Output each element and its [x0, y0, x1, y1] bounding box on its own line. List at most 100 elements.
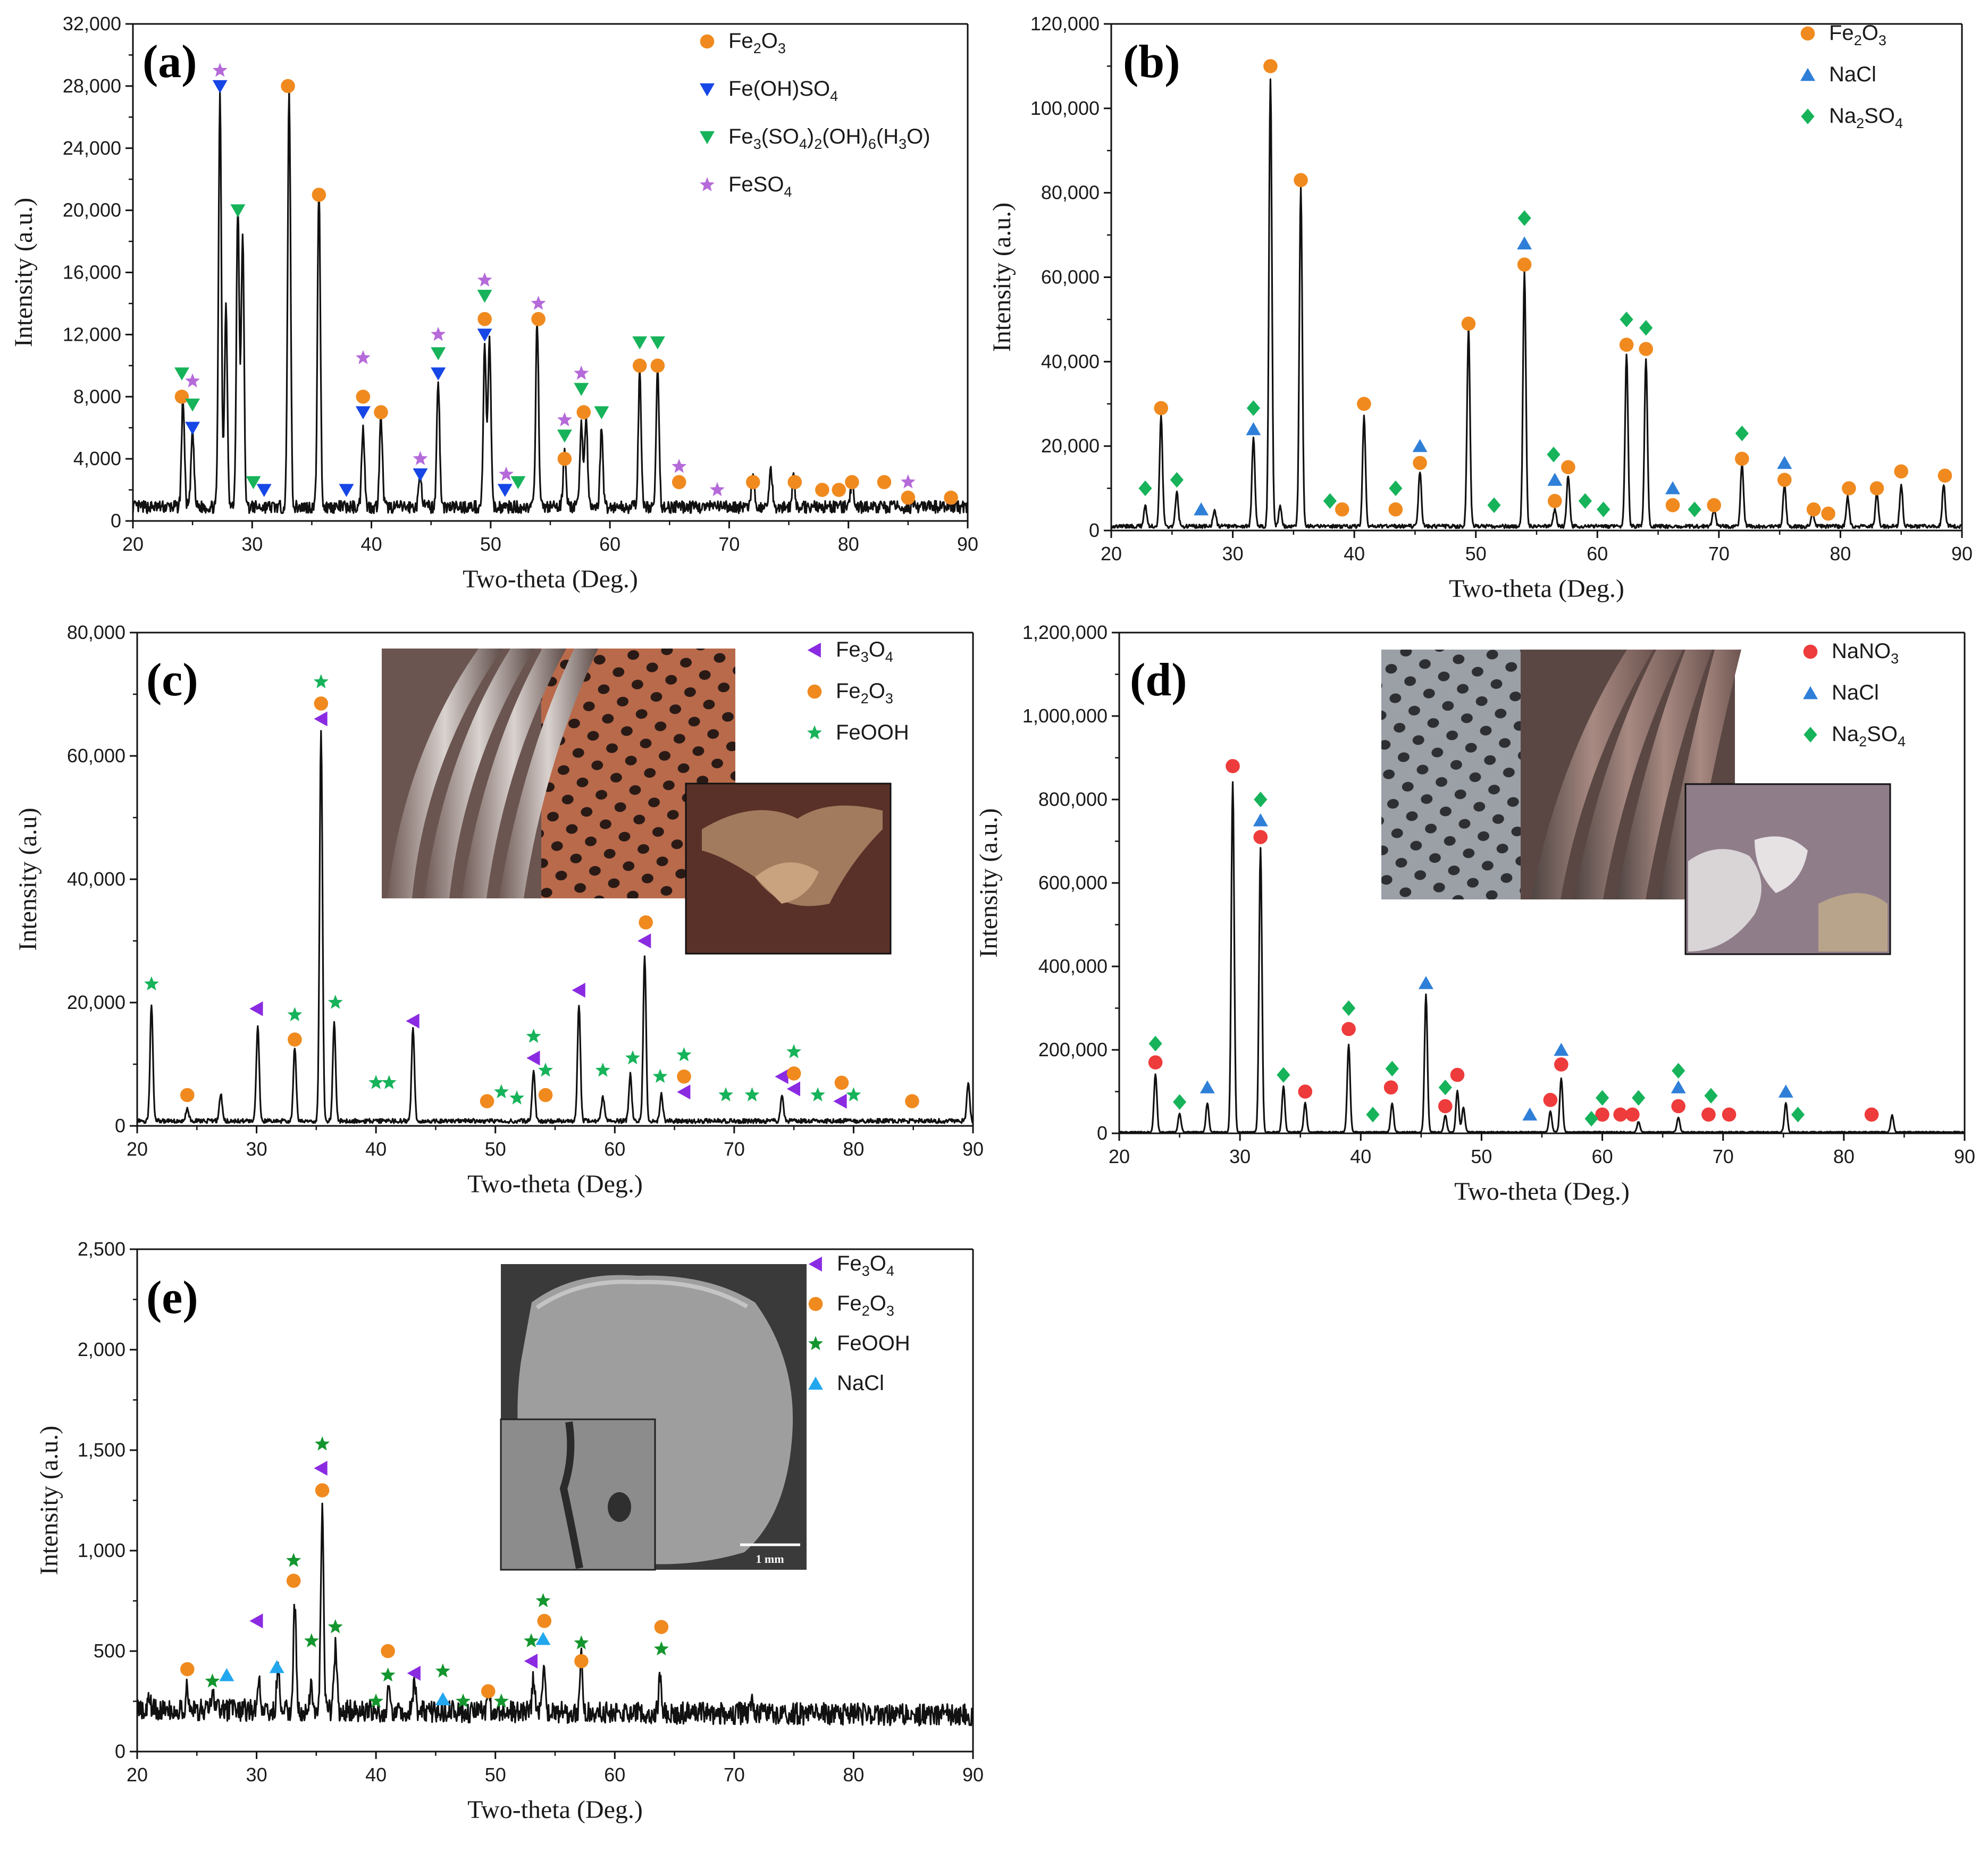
phase-marker-nacl [1522, 1107, 1538, 1121]
phase-marker-fe2o3 [1894, 464, 1909, 479]
x-tick-label: 60 [599, 533, 620, 555]
legend-text: Fe [836, 638, 861, 661]
phase-marker-fe3o4 [407, 1665, 421, 1681]
inset-detail-crystals [1688, 849, 1761, 952]
legend-text: SO [1864, 104, 1895, 128]
phase-marker-nano3 [1438, 1099, 1453, 1114]
phase-marker-na2so4 [1578, 493, 1592, 509]
phase-marker-nacl [269, 1660, 284, 1673]
phase-marker-feso4 [574, 365, 589, 380]
phase-marker-fe2o3 [1263, 59, 1278, 73]
phase-marker-nacl [1777, 456, 1792, 469]
legend-subscript: 2 [861, 691, 869, 706]
phase-marker-feooh [526, 1029, 541, 1043]
y-tick-label: 8,000 [73, 385, 121, 407]
phase-marker-fe2o3 [745, 475, 760, 490]
legend-marker [808, 1336, 823, 1350]
phase-marker-fe2o3 [174, 389, 189, 404]
legend-subscript: 3 [861, 649, 869, 665]
legend-entry: Fe(OH)SO4 [728, 77, 838, 104]
phase-marker-nano3 [1226, 759, 1240, 773]
phase-marker-na2so4 [1639, 320, 1653, 336]
y-tick-label: 16,000 [63, 262, 121, 283]
phase-marker-fe2o3 [1821, 506, 1835, 521]
y-tick-label: 32,000 [63, 13, 121, 35]
x-tick-label: 50 [480, 533, 501, 555]
phase-marker-fe-oh-so4 [355, 406, 371, 419]
phase-marker-fe3-so4-2-oh-6-h3o- [477, 290, 492, 303]
phase-marker-na2so4 [1138, 480, 1152, 496]
phase-marker-fe3-so4-2-oh-6-h3o- [632, 336, 648, 350]
y-tick-label: 4,000 [73, 448, 121, 469]
phase-marker-fe-oh-so4 [212, 80, 228, 94]
phase-marker-feso4 [212, 63, 228, 77]
phase-marker-nano3 [1543, 1092, 1558, 1107]
y-tick-label: 1,000,000 [1022, 705, 1108, 727]
x-tick-label: 60 [1587, 543, 1608, 565]
phase-marker-fe2o3 [650, 358, 665, 373]
phase-marker-fe2o3 [1619, 338, 1634, 352]
x-tick-label: 20 [127, 1138, 148, 1160]
legend-text: (H [876, 125, 899, 148]
y-axis-label: Intensity (a.u.) [975, 808, 1003, 957]
phase-marker-fe-oh-so4 [339, 484, 354, 497]
x-tick-label: 80 [843, 1138, 864, 1160]
phase-marker-fe2o3 [1842, 481, 1856, 495]
phase-marker-feooh [328, 1619, 343, 1634]
phase-marker-fe-oh-so4 [477, 329, 492, 342]
x-tick-label: 20 [122, 533, 144, 555]
phase-marker-feooh [652, 1068, 668, 1083]
xrd-pattern-line [136, 1502, 974, 1727]
legend-marker [807, 643, 821, 658]
phase-marker-fe2o3 [834, 1075, 849, 1090]
legend-entry: Fe3O4 [837, 1252, 894, 1279]
phase-marker-fe2o3 [1294, 173, 1308, 188]
legend-marker [1804, 727, 1817, 743]
phase-marker-fe3o4 [637, 933, 651, 948]
legend-text: O [870, 1252, 886, 1275]
phase-marker-fe2o3 [538, 1088, 553, 1102]
phase-marker-na2so4 [1487, 497, 1501, 514]
phase-marker-feooh [574, 1635, 589, 1649]
legend-entry: FeOOH [837, 1332, 910, 1355]
phase-marker-feso4 [710, 482, 725, 496]
phase-marker-na2so4 [1735, 425, 1749, 441]
phase-marker-feooh [653, 1641, 669, 1656]
phase-marker-fe2o3 [1517, 257, 1532, 272]
legend-text: (SO [761, 125, 799, 148]
phase-marker-na2so4 [1547, 447, 1561, 462]
phase-marker-fe2o3 [815, 483, 829, 497]
phase-marker-feso4 [477, 272, 492, 287]
x-tick-label: 80 [838, 533, 859, 555]
legend-entry: Fe2O3 [836, 679, 893, 706]
x-axis-label: Two-theta (Deg.) [467, 1796, 643, 1824]
legend-subscript: 2 [1854, 32, 1862, 48]
phase-marker-nano3 [1253, 830, 1268, 844]
y-tick-label: 0 [115, 1740, 125, 1762]
legend-text: O) [907, 125, 930, 148]
phase-marker-feooh [494, 1084, 509, 1099]
phase-marker-fe3o4 [524, 1653, 538, 1669]
legend-entry: FeOOH [836, 721, 909, 744]
inset-detail-highlight [755, 862, 819, 904]
legend-subscript: 4 [784, 184, 792, 200]
phase-marker-feooh [625, 1050, 640, 1065]
phase-marker-fe2o3 [787, 475, 802, 490]
legend-subscript: 3 [862, 1263, 870, 1279]
phase-marker-fe2o3 [531, 312, 546, 326]
x-tick-label: 40 [365, 1138, 387, 1160]
phase-marker-fe2o3 [312, 188, 326, 202]
phase-marker-fe3o4 [526, 1050, 540, 1066]
phase-marker-fe2o3 [537, 1614, 552, 1628]
phase-marker-fe-oh-so4 [256, 484, 272, 497]
phase-marker-fe2o3 [557, 451, 572, 466]
inset-sem-micrograph: 1 mm [500, 1264, 807, 1571]
x-tick-label: 90 [1954, 1146, 1975, 1167]
phase-marker-nano3 [1148, 1055, 1163, 1070]
phase-marker-feso4 [900, 474, 916, 489]
phase-marker-nacl [1547, 473, 1563, 486]
phase-marker-fe2o3 [576, 405, 591, 419]
phase-marker-fe2o3 [1561, 460, 1575, 475]
legend-entry: Fe3O4 [836, 638, 893, 665]
panel-label: (c) [146, 654, 198, 706]
